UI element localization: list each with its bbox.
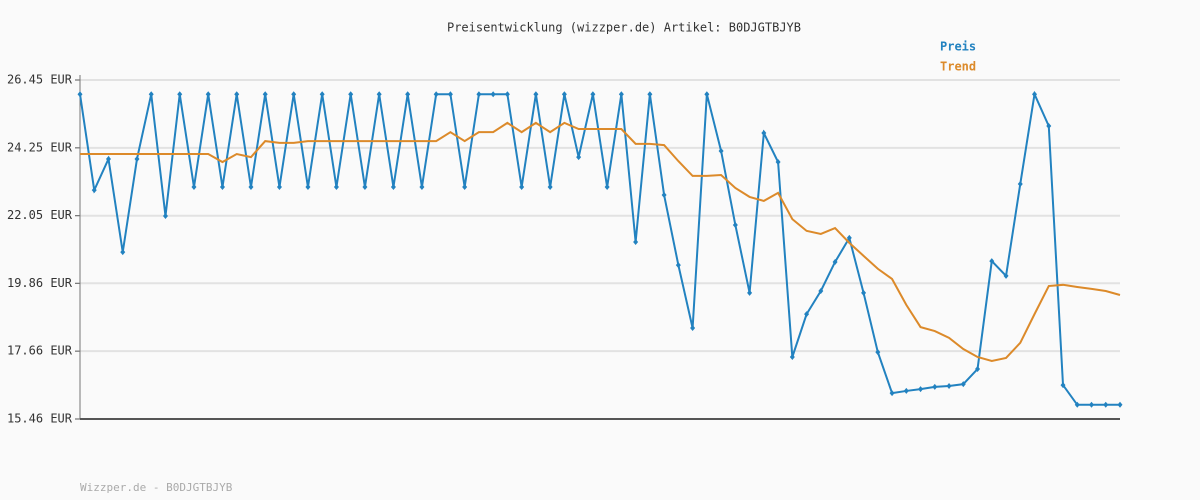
point xyxy=(633,238,639,245)
point xyxy=(333,184,339,191)
point xyxy=(704,91,710,98)
point xyxy=(519,184,525,191)
point xyxy=(761,130,767,137)
point xyxy=(960,381,966,388)
point xyxy=(989,258,995,265)
point xyxy=(690,325,696,332)
point xyxy=(846,234,852,241)
point xyxy=(504,91,510,98)
point xyxy=(134,155,140,162)
y-tick-label: 26.45 EUR xyxy=(7,73,73,87)
point xyxy=(576,154,582,161)
point xyxy=(319,91,325,98)
point xyxy=(219,184,225,191)
y-tick-label: 15.46 EUR xyxy=(7,412,73,426)
point xyxy=(875,349,881,356)
point xyxy=(276,184,282,191)
point xyxy=(918,386,924,393)
point xyxy=(590,91,596,98)
point xyxy=(832,258,838,265)
point xyxy=(462,184,468,191)
legend-entry: Preis xyxy=(940,40,976,54)
y-tick-label: 22.05 EUR xyxy=(7,208,73,222)
point xyxy=(305,184,311,191)
point xyxy=(105,155,111,162)
point xyxy=(291,91,297,98)
line-preis xyxy=(79,90,1120,406)
point xyxy=(476,91,482,98)
point xyxy=(1046,122,1052,129)
point xyxy=(561,91,567,98)
point xyxy=(348,91,354,98)
point xyxy=(932,383,938,390)
line-trend xyxy=(80,121,1121,363)
point xyxy=(234,91,240,98)
point xyxy=(775,159,781,166)
y-tick-label: 17.66 EUR xyxy=(7,344,73,358)
point xyxy=(533,91,539,98)
point xyxy=(1003,272,1009,279)
point xyxy=(419,184,425,191)
point xyxy=(447,91,453,98)
point xyxy=(148,91,154,98)
point xyxy=(1089,401,1095,408)
y-tick-label: 24.25 EUR xyxy=(7,140,73,154)
point xyxy=(120,249,126,256)
point xyxy=(818,287,824,294)
point xyxy=(390,184,396,191)
point xyxy=(747,289,753,296)
point xyxy=(362,184,368,191)
point xyxy=(718,147,724,154)
point xyxy=(1032,91,1038,98)
point xyxy=(1117,401,1123,408)
point xyxy=(618,91,624,98)
point xyxy=(903,387,909,394)
point xyxy=(889,390,895,397)
point xyxy=(604,184,610,191)
point xyxy=(789,353,795,360)
point xyxy=(191,184,197,191)
point xyxy=(547,184,553,191)
point xyxy=(162,213,168,220)
point xyxy=(804,311,810,318)
point xyxy=(77,91,83,98)
y-tick-label: 19.86 EUR xyxy=(7,276,73,290)
point xyxy=(975,366,981,373)
point xyxy=(248,184,254,191)
point xyxy=(647,91,653,98)
point xyxy=(262,91,268,98)
point xyxy=(675,262,681,269)
point xyxy=(946,382,952,389)
footer: Wizzper.de - B0DJGTBJYB xyxy=(80,481,233,494)
point xyxy=(1017,180,1023,187)
point xyxy=(1074,401,1080,408)
point xyxy=(1103,401,1109,408)
point xyxy=(91,187,97,194)
point xyxy=(490,91,496,98)
point xyxy=(861,289,867,296)
point xyxy=(376,91,382,98)
legend-entry: Trend xyxy=(940,60,976,74)
chart-title: Preisentwicklung (wizzper.de) Artikel: B… xyxy=(447,21,801,35)
point xyxy=(205,91,211,98)
point xyxy=(732,221,738,228)
point xyxy=(433,91,439,98)
point xyxy=(1060,382,1066,389)
point xyxy=(177,91,183,98)
point xyxy=(661,192,667,199)
point xyxy=(405,91,411,98)
